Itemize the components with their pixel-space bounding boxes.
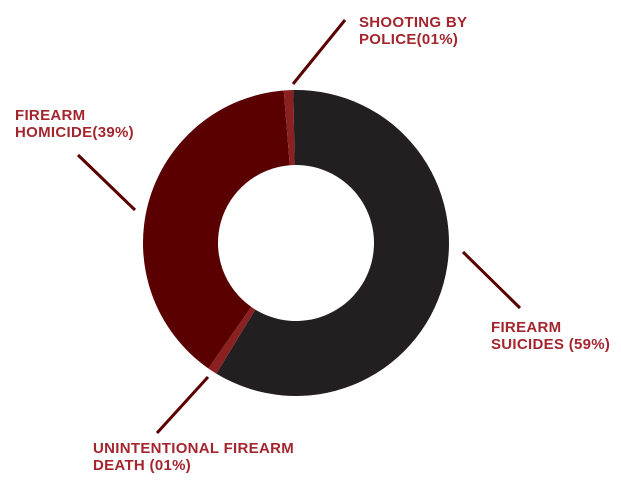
slice-0 [216, 90, 449, 396]
slice-label-2-line-0: FIREARM [15, 107, 85, 124]
slice-1 [208, 306, 256, 374]
slice-label-0: FIREARM SUICIDES (59%) [491, 319, 610, 353]
leader-line-1 [155, 375, 210, 435]
slice-label-0-line-1: SUICIDES (59%) [491, 336, 610, 353]
leader-line-2 [76, 153, 137, 212]
slice-label-3-line-1: POLICE(01%) [359, 31, 458, 48]
slice-label-1-line-1: DEATH (01%) [93, 457, 191, 474]
slice-label-2-line-1: HOMICIDE(39%) [15, 124, 134, 141]
leader-line-3 [291, 19, 347, 85]
slice-3 [283, 90, 295, 166]
slice-label-2: FIREARM HOMICIDE(39%) [15, 107, 134, 141]
slice-labels: FIREARM SUICIDES (59%)UNINTENTIONAL FIREA… [15, 14, 610, 474]
slice-2 [143, 90, 290, 369]
leader-lines [76, 19, 522, 435]
leader-line-0 [461, 250, 522, 310]
slice-label-3-line-0: SHOOTING BY [359, 14, 467, 31]
slice-label-3: SHOOTING BY POLICE(01%) [359, 14, 467, 48]
slice-label-0-line-0: FIREARM [491, 319, 561, 336]
donut-slices [143, 90, 449, 396]
slice-label-1-line-0: UNINTENTIONAL FIREARM [93, 440, 294, 457]
slice-label-1: UNINTENTIONAL FIREARM DEATH (01%) [93, 440, 294, 474]
